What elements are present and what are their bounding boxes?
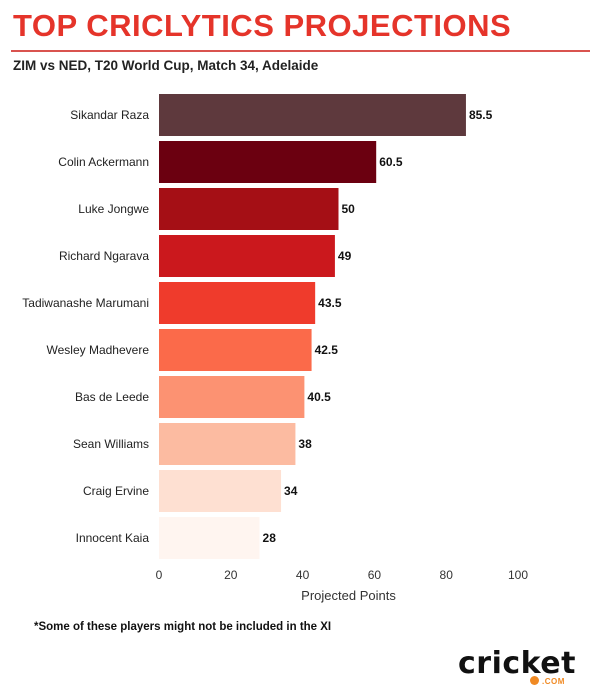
title-divider xyxy=(11,50,590,52)
value-label: 42.5 xyxy=(315,343,339,357)
x-tick-label: 0 xyxy=(156,568,163,582)
category-label: Sean Williams xyxy=(73,437,149,451)
cricket-ball-icon xyxy=(530,676,539,685)
bar-chart: Sikandar Raza 85.5 Colin Ackermann 60.5 Luke… xyxy=(22,94,528,603)
bar-colin-ackermann xyxy=(159,141,377,183)
page-subtitle: ZIM vs NED, T20 World Cup, Match 34, Ade… xyxy=(13,58,319,73)
category-label: Wesley Madhevere xyxy=(47,343,150,357)
cricket-com-logo: cricket .COM xyxy=(458,646,578,686)
value-label: 60.5 xyxy=(379,155,403,169)
bar-luke-jongwe xyxy=(159,188,339,230)
bar-craig-ervine xyxy=(159,470,282,512)
category-label: Sikandar Raza xyxy=(70,108,149,122)
footnote: *Some of these players might not be incl… xyxy=(34,621,332,633)
x-tick-label: 100 xyxy=(508,568,528,582)
value-label: 40.5 xyxy=(307,390,331,404)
page-title: TOP CRICLYTICS PROJECTIONS xyxy=(13,8,512,43)
bar-richard-ngarava xyxy=(159,235,335,277)
category-label: Colin Ackermann xyxy=(58,155,149,169)
category-label: Craig Ervine xyxy=(83,484,149,498)
category-label: Bas de Leede xyxy=(75,390,149,404)
bar-sean-williams xyxy=(159,423,296,465)
value-label: 38 xyxy=(298,437,312,451)
category-label: Luke Jongwe xyxy=(78,202,149,216)
x-axis-label: Projected Points xyxy=(301,588,396,603)
logo-suffix: .COM xyxy=(542,677,565,686)
value-label: 43.5 xyxy=(318,296,342,310)
category-label: Richard Ngarava xyxy=(59,249,149,263)
x-tick-label: 40 xyxy=(296,568,310,582)
bar-wesley-madhevere xyxy=(159,329,312,371)
x-tick-label: 20 xyxy=(224,568,238,582)
value-label: 85.5 xyxy=(469,108,493,122)
value-label: 28 xyxy=(263,531,277,545)
bar-bas-de-leede xyxy=(159,376,305,418)
bar-tadiwanashe-marumani xyxy=(159,282,316,324)
x-tick-label: 80 xyxy=(440,568,454,582)
value-label: 34 xyxy=(284,484,298,498)
bar-innocent-kaia xyxy=(159,517,260,559)
x-tick-label: 60 xyxy=(368,568,382,582)
logo-wordmark: cricket xyxy=(458,646,576,681)
value-label: 49 xyxy=(338,249,352,263)
category-label: Tadiwanashe Marumani xyxy=(22,296,149,310)
bar-sikandar-raza xyxy=(159,94,466,136)
value-label: 50 xyxy=(342,202,356,216)
category-label: Innocent Kaia xyxy=(76,531,150,545)
